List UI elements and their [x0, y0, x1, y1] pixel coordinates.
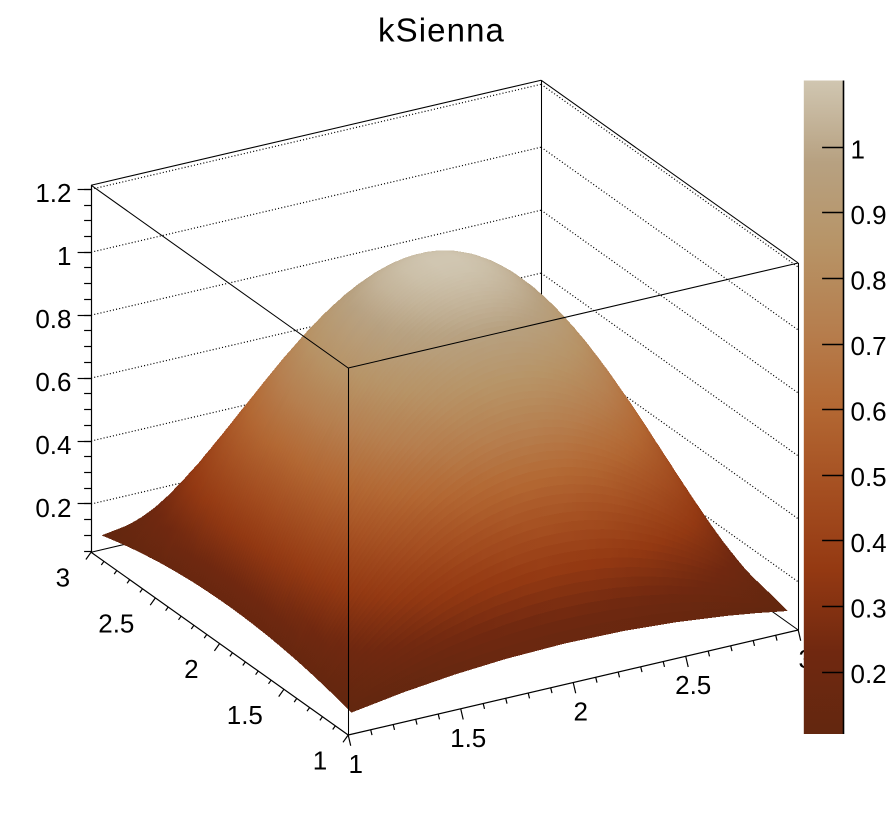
svg-text:0.3: 0.3 — [851, 593, 887, 623]
svg-text:1.5: 1.5 — [450, 723, 486, 753]
svg-text:2.5: 2.5 — [98, 608, 134, 638]
svg-text:1.2: 1.2 — [35, 178, 71, 208]
svg-text:0.4: 0.4 — [851, 528, 887, 558]
svg-text:1.5: 1.5 — [227, 700, 263, 730]
svg-text:1: 1 — [851, 134, 865, 164]
svg-text:0.4: 0.4 — [35, 430, 71, 460]
svg-text:0.8: 0.8 — [851, 266, 887, 296]
svg-text:1: 1 — [313, 746, 327, 776]
svg-text:0.6: 0.6 — [851, 397, 887, 427]
svg-text:0.7: 0.7 — [851, 331, 887, 361]
svg-text:2.5: 2.5 — [675, 670, 711, 700]
svg-text:0.8: 0.8 — [35, 304, 71, 334]
svg-text:0.9: 0.9 — [851, 200, 887, 230]
svg-text:2: 2 — [184, 654, 198, 684]
svg-text:2: 2 — [573, 697, 587, 727]
svg-text:3: 3 — [56, 563, 70, 593]
svg-text:1: 1 — [57, 241, 71, 271]
svg-text:0.2: 0.2 — [851, 659, 887, 689]
svg-text:kSienna: kSienna — [378, 12, 505, 49]
svg-text:1: 1 — [348, 749, 362, 779]
svg-text:0.5: 0.5 — [851, 462, 887, 492]
svg-text:0.6: 0.6 — [35, 367, 71, 397]
svg-text:0.2: 0.2 — [35, 493, 71, 523]
